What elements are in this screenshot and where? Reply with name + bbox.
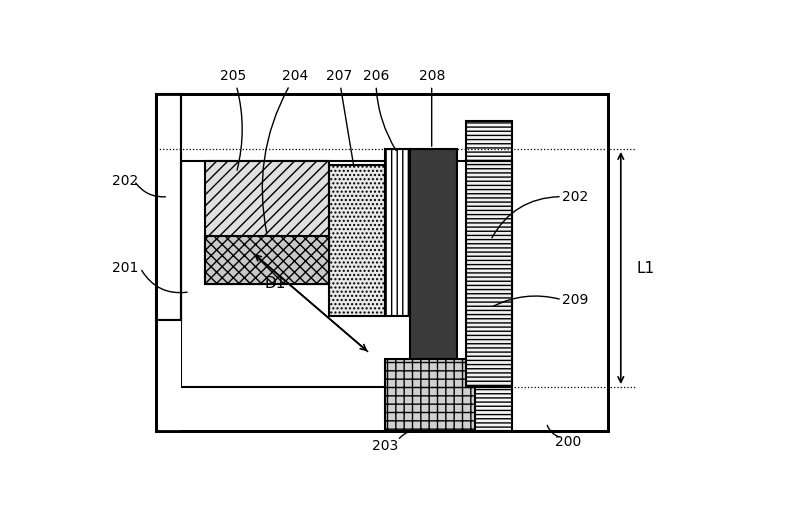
Bar (206, 236, 330, 284)
Bar (156, 94, 608, 431)
Text: 205: 205 (220, 68, 246, 170)
Text: 209: 209 (562, 293, 588, 307)
Bar (181, 161, 478, 387)
Bar (466, 161, 512, 387)
Bar (466, 121, 512, 431)
Bar (156, 94, 608, 431)
Bar (330, 165, 385, 316)
Text: 204: 204 (262, 68, 309, 234)
Text: 207: 207 (326, 68, 354, 166)
Text: 200: 200 (555, 436, 582, 450)
Text: 202: 202 (112, 174, 138, 188)
Text: 203: 203 (372, 439, 398, 453)
Text: 208: 208 (418, 68, 445, 146)
Bar (386, 149, 410, 316)
Text: L1: L1 (636, 261, 654, 276)
Text: D1: D1 (264, 277, 286, 291)
Text: 206: 206 (362, 68, 396, 151)
Bar (156, 319, 181, 431)
Bar (206, 161, 330, 284)
Bar (156, 94, 181, 319)
Text: 201: 201 (112, 261, 138, 275)
Bar (410, 149, 457, 431)
Text: 202: 202 (562, 190, 588, 203)
Bar (386, 359, 475, 431)
